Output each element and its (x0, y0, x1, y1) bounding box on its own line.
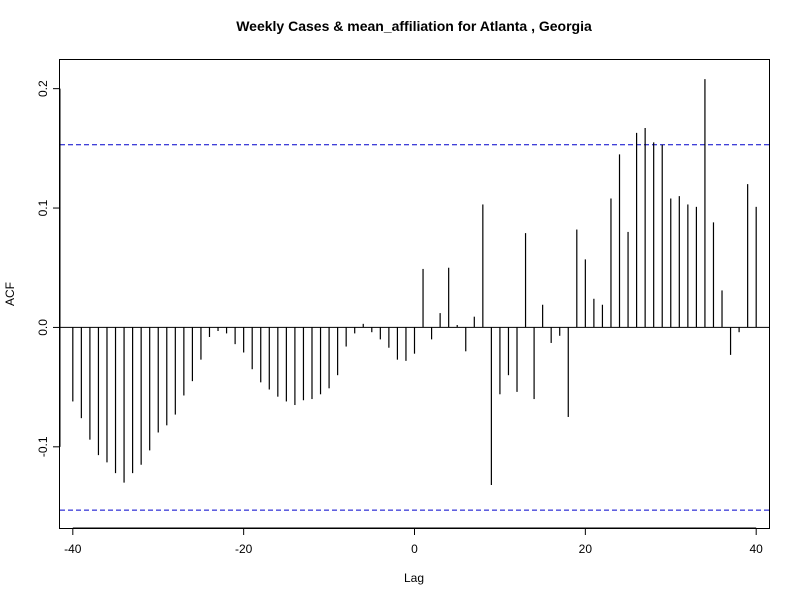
y-tick-label: 0.1 (36, 199, 50, 216)
x-tick-label: 20 (579, 542, 593, 556)
y-axis: -0.1 0.0 0.1 0.2 (36, 80, 61, 457)
x-tick-label: -40 (64, 542, 82, 556)
chart-title: Weekly Cases & mean_affiliation for Atla… (236, 18, 592, 34)
x-tick-label: -20 (235, 542, 253, 556)
y-tick-label: 0.2 (36, 80, 50, 97)
x-tick-label: 40 (750, 542, 764, 556)
x-axis: -40 -20 0 20 40 (64, 527, 764, 556)
x-axis-label: Lag (404, 571, 424, 585)
y-axis-label: ACF (3, 282, 17, 306)
acf-bars (72, 79, 757, 486)
x-tick-label: 0 (411, 542, 418, 556)
y-tick-label: 0.0 (36, 319, 50, 336)
y-tick-label: -0.1 (36, 436, 50, 457)
confidence-bounds (60, 144, 769, 511)
